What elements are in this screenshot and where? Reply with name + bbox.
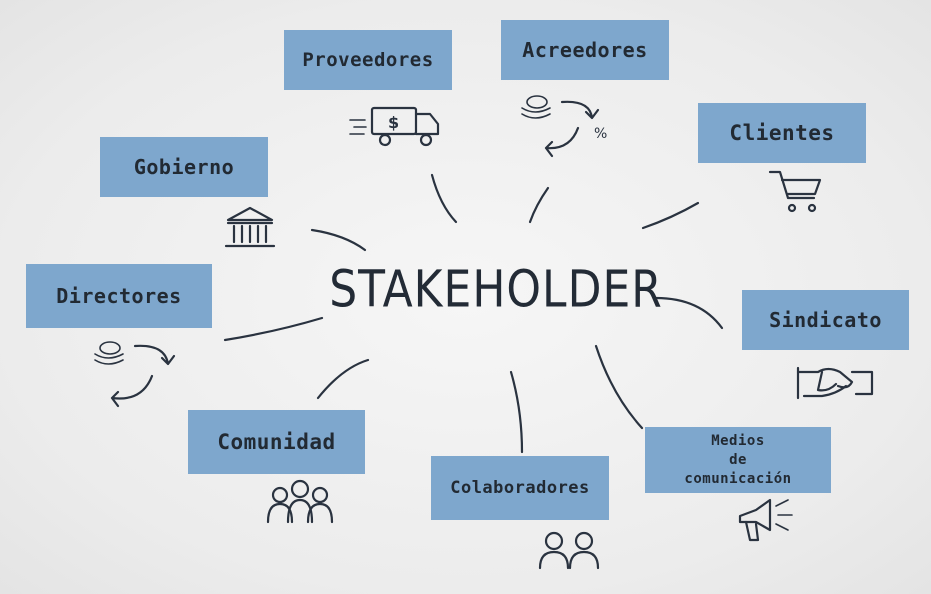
connector-medios [594, 344, 644, 430]
truck-icon: $ [349, 106, 440, 147]
connector-clientes [641, 201, 700, 230]
node-comunidad: Comunidad [188, 410, 365, 474]
handshake-icon [796, 366, 874, 400]
node-medios: Medios de comunicación [645, 427, 831, 493]
node-clientes: Clientes [698, 103, 866, 163]
pair-people-icon [538, 531, 600, 570]
truck-dollar-label: $ [388, 113, 399, 132]
node-directores: Directores [26, 264, 212, 328]
government-building-icon [224, 206, 276, 248]
connector-acreedores [528, 186, 550, 224]
shopping-cart-icon [768, 170, 822, 213]
connector-sindicato [654, 296, 724, 330]
node-acreedores: Acreedores [501, 20, 669, 80]
group-icon [266, 479, 334, 524]
node-proveedores: Proveedores [284, 30, 452, 90]
node-gobierno: Gobierno [100, 137, 268, 197]
node-colaboradores: Colaboradores [431, 456, 609, 520]
megaphone-icon [738, 498, 793, 542]
center-title: STAKEHOLDER [329, 259, 663, 319]
connector-directores [223, 316, 324, 342]
money-cycle-icon-directores [94, 341, 176, 408]
percent-label: % [594, 126, 607, 142]
connector-gobierno [310, 228, 367, 252]
connector-proveedores [430, 173, 458, 224]
money-cycle-icon-acreedores: % [521, 95, 607, 158]
node-sindicato: Sindicato [742, 290, 909, 350]
connector-colaboradores [509, 370, 524, 454]
connector-comunidad [316, 358, 370, 400]
